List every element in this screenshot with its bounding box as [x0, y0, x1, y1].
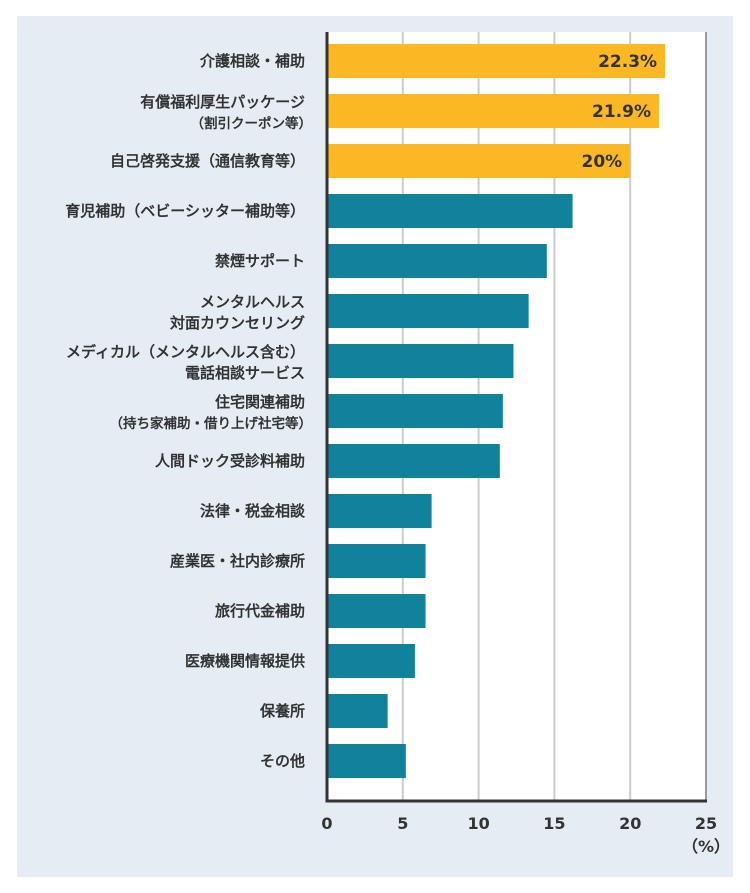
bar: [327, 244, 547, 278]
bar: [327, 394, 503, 428]
category-label: 人間ドック受診料補助: [155, 452, 305, 470]
bar: [327, 294, 529, 328]
category-label: 旅行代金補助: [215, 602, 305, 620]
category-label: 有償福利厚生パッケージ: [140, 93, 305, 111]
category-label: 住宅関連補助: [215, 393, 305, 411]
category-label: その他: [260, 752, 305, 770]
bar: [327, 94, 660, 128]
bar: [327, 344, 514, 378]
x-tick-label: 10: [467, 814, 489, 833]
x-tick-label: 20: [619, 814, 641, 833]
category-label: 電話相談サービス: [185, 364, 305, 382]
bar: [327, 644, 415, 678]
bar: [327, 544, 426, 578]
category-label: 法律・税金相談: [200, 502, 306, 520]
x-tick-label: 5: [397, 814, 408, 833]
category-label: （割引クーポン等）: [191, 115, 313, 132]
data-label: 20%: [581, 152, 622, 172]
category-label: 育児補助（ベビーシッター補助等）: [65, 202, 305, 220]
category-label: メンタルヘルス: [200, 293, 305, 311]
bar: [327, 44, 666, 78]
x-tick-label: 0: [321, 814, 332, 833]
data-label: 22.3%: [598, 52, 657, 72]
category-label: 対面カウンセリング: [169, 314, 305, 332]
category-label: 自己啓発支援（通信教育等）: [110, 152, 305, 170]
x-unit-label: （%）: [682, 837, 730, 856]
bar: [327, 144, 631, 178]
category-label: 保養所: [259, 702, 305, 720]
category-label: メディカル（メンタルヘルス含む）: [66, 343, 305, 361]
category-label: 医療機関情報提供: [185, 652, 305, 670]
bar: [327, 444, 500, 478]
bar: [327, 744, 406, 778]
x-tick-label: 25: [695, 814, 717, 833]
bar: [327, 694, 388, 728]
category-label: 介護相談・補助: [199, 52, 305, 70]
bar: [327, 494, 432, 528]
data-label: 21.9%: [592, 102, 651, 122]
x-tick-label: 15: [543, 814, 565, 833]
bar: [327, 594, 426, 628]
category-label: 産業医・社内診療所: [170, 552, 305, 570]
category-label: 禁煙サポート: [215, 252, 305, 270]
bar: [327, 194, 573, 228]
category-label: （持ち家補助・借り上げ社宅等）: [110, 415, 313, 432]
